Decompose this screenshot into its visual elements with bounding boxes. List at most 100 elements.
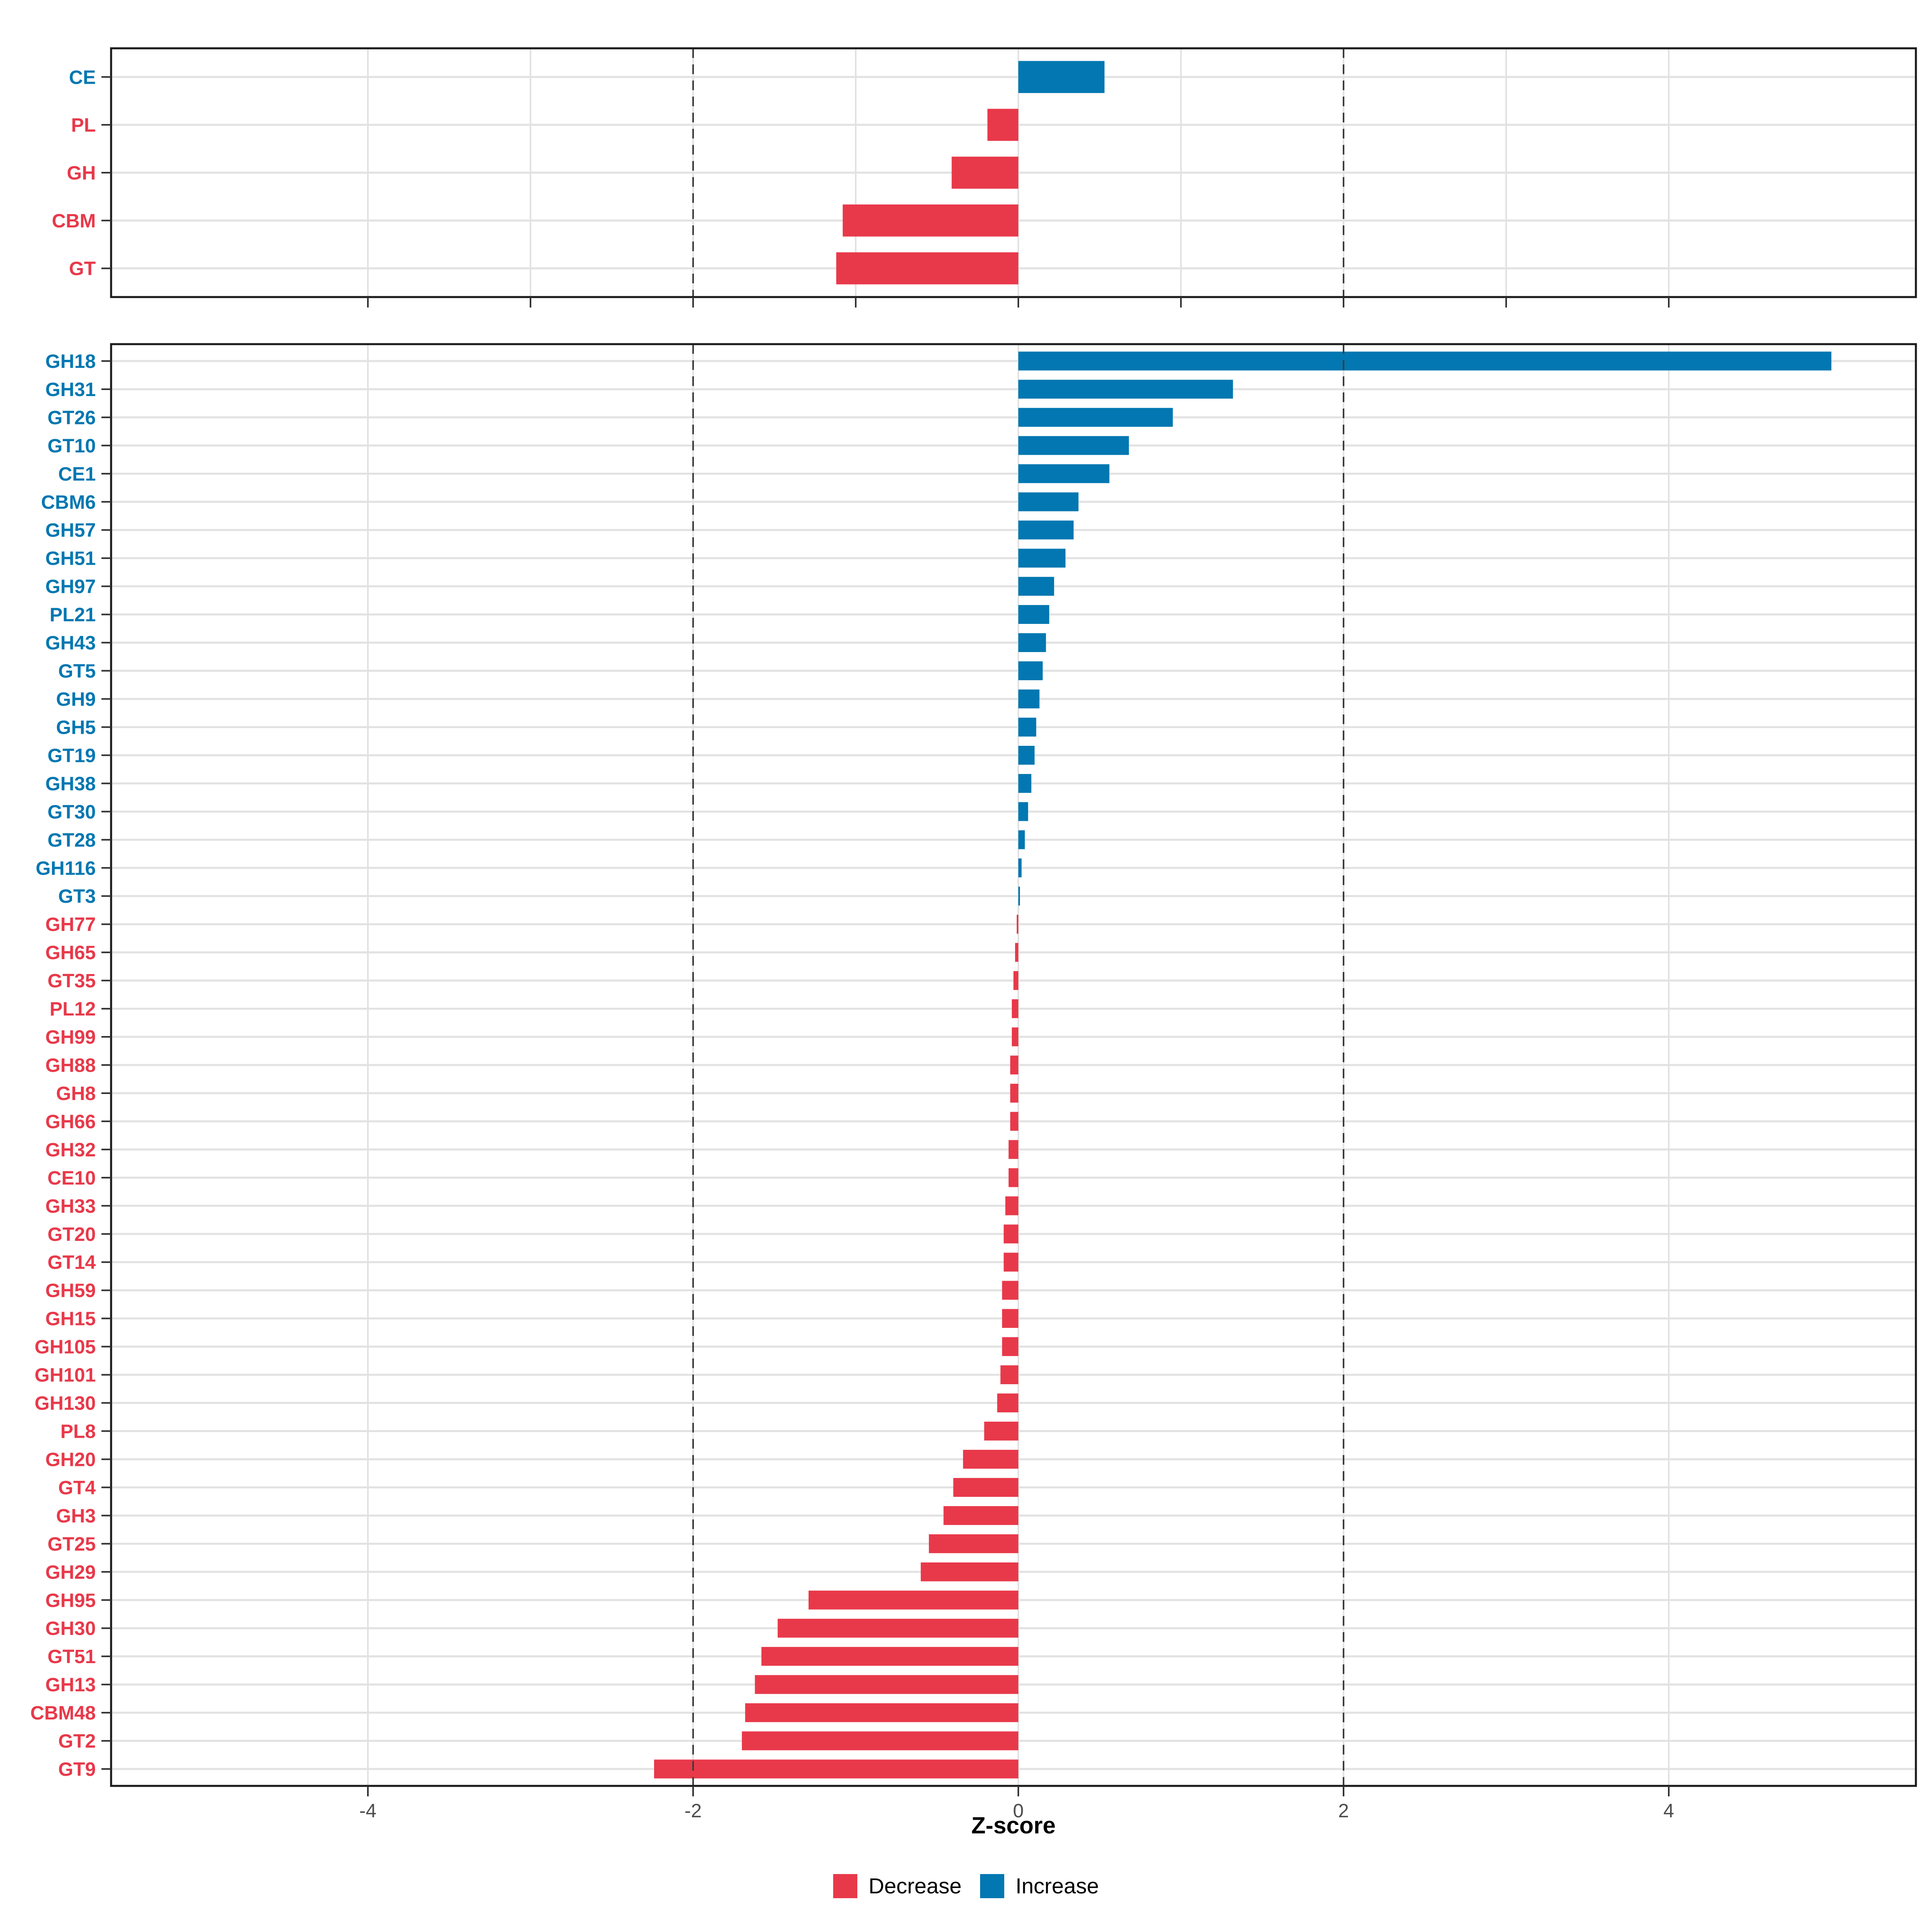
bar-CE1	[1018, 464, 1110, 483]
y-axis-label-PL: PL	[71, 115, 96, 136]
bar-GH57	[1018, 520, 1074, 540]
y-axis-label-GH43: GH43	[45, 633, 96, 654]
bar-GT25	[929, 1534, 1018, 1553]
bar-PL12	[1011, 999, 1018, 1018]
y-axis-label-GH101: GH101	[35, 1365, 96, 1386]
y-axis-label-CE: CE	[69, 67, 96, 88]
y-axis-label-GH88: GH88	[45, 1055, 96, 1076]
y-axis-label-GT28: GT28	[47, 830, 96, 851]
y-axis-label-GH59: GH59	[45, 1280, 96, 1302]
y-axis-label-PL21: PL21	[50, 605, 96, 626]
y-axis-label-GT4: GT4	[58, 1477, 96, 1499]
increase-swatch-icon	[980, 1874, 1004, 1898]
bar-PL	[987, 109, 1018, 141]
cazyme-class-panel: CE PL GH CBM GT	[52, 47, 1917, 308]
y-axis-label-GH5: GH5	[56, 717, 96, 738]
bar-GT20	[1003, 1224, 1018, 1244]
bar-GT51	[761, 1647, 1018, 1666]
decrease-swatch-icon	[833, 1874, 857, 1898]
y-axis-label-GT20: GT20	[47, 1224, 96, 1245]
y-axis-label-GT5: GT5	[58, 661, 96, 682]
y-axis-label-GT2: GT2	[58, 1731, 96, 1752]
y-axis-label-GH9: GH9	[56, 689, 96, 710]
y-axis-label-GH20: GH20	[45, 1449, 96, 1470]
bar-GH20	[963, 1450, 1018, 1469]
bar-GH101	[1000, 1365, 1018, 1385]
y-axis-label-GH29: GH29	[45, 1562, 96, 1583]
y-axis-label-GT3: GT3	[58, 886, 96, 907]
bar-GT19	[1018, 745, 1035, 765]
bar-GH130	[997, 1393, 1018, 1412]
y-axis-label-GH32: GH32	[45, 1139, 96, 1161]
y-axis-label-GT30: GT30	[47, 801, 96, 823]
bar-GH105	[1002, 1337, 1018, 1356]
y-axis-label-GH8: GH8	[56, 1083, 96, 1104]
bar-GH29	[921, 1562, 1018, 1581]
x-axis-title: Z-score	[971, 1812, 1056, 1839]
x-tick-label--2: -2	[685, 1800, 702, 1822]
bar-GH38	[1018, 774, 1032, 793]
bar-GH13	[755, 1675, 1018, 1694]
legend-item-increase: Increase	[980, 1874, 1099, 1899]
bar-CE10	[1008, 1168, 1018, 1187]
y-axis-label-CE10: CE10	[47, 1168, 96, 1189]
y-axis-label-CBM48: CBM48	[30, 1703, 96, 1724]
y-axis-label-CBM: CBM	[52, 211, 96, 232]
y-axis-label-GH18: GH18	[45, 351, 96, 372]
bar-PL8	[984, 1422, 1018, 1441]
y-axis-label-GH13: GH13	[45, 1674, 96, 1696]
y-axis-label-GT35: GT35	[47, 970, 96, 992]
y-axis-label-PL8: PL8	[60, 1421, 96, 1442]
bar-GH15	[1002, 1309, 1018, 1328]
x-tick-label-0: 0	[1013, 1800, 1024, 1822]
bar-GH116	[1018, 858, 1022, 877]
y-axis-label-GH97: GH97	[45, 576, 96, 598]
bar-GH43	[1018, 633, 1046, 652]
y-axis-label-GH38: GH38	[45, 773, 96, 795]
y-axis-label-GT26: GT26	[47, 407, 96, 429]
bar-GT5	[1018, 661, 1043, 680]
bar-GH88	[1010, 1055, 1018, 1075]
bar-GH9	[1018, 689, 1040, 708]
bar-GH65	[1015, 943, 1018, 962]
y-axis-label-GH77: GH77	[45, 914, 96, 935]
bar-PL21	[1018, 605, 1049, 624]
legend-label-increase: Increase	[1015, 1874, 1099, 1898]
y-axis-label-GH116: GH116	[36, 858, 96, 879]
x-tick-label--4: -4	[359, 1800, 377, 1822]
y-axis-label-CBM6: CBM6	[41, 492, 96, 513]
bar-GT9	[654, 1759, 1018, 1779]
y-axis-label-GT25: GT25	[47, 1534, 96, 1555]
y-axis-label-GH15: GH15	[45, 1309, 96, 1330]
bar-GH3	[943, 1506, 1018, 1525]
legend-label-decrease: Decrease	[868, 1874, 962, 1898]
y-axis-label-GT51: GT51	[47, 1646, 96, 1668]
x-tick-label-4: 4	[1664, 1800, 1674, 1822]
bar-GH77	[1016, 914, 1018, 934]
bar-GH51	[1018, 549, 1066, 568]
y-axis-label-GH: GH	[67, 163, 96, 184]
bar-GT4	[953, 1478, 1018, 1497]
bar-GH33	[1005, 1196, 1018, 1216]
bar-GH32	[1008, 1140, 1018, 1159]
bar-GH30	[778, 1618, 1018, 1638]
x-tick-label-2: 2	[1338, 1800, 1349, 1822]
bar-CBM	[842, 204, 1018, 237]
bar-GT35	[1013, 971, 1018, 990]
y-axis-label-GH66: GH66	[45, 1111, 96, 1133]
cazyme-family-panel: -4 -2 0 2 4 GH18 GH31 GT26 GT10 CE1 CBM6 GH57 GH51 GH…	[30, 343, 1917, 1822]
bar-GT3	[1018, 886, 1020, 906]
bar-GT30	[1018, 802, 1028, 821]
y-axis-label-GH57: GH57	[45, 520, 96, 541]
bar-GT28	[1018, 830, 1025, 849]
y-axis-label-CE1: CE1	[58, 464, 96, 485]
bar-GT10	[1018, 436, 1129, 455]
bar-GH	[952, 157, 1018, 189]
y-axis-label-GT10: GT10	[47, 436, 96, 457]
y-axis-label-PL12: PL12	[50, 999, 96, 1020]
bar-CE	[1018, 61, 1105, 93]
bar-CBM48	[745, 1703, 1018, 1722]
bar-GT14	[1003, 1253, 1018, 1272]
bar-GH66	[1010, 1112, 1018, 1131]
